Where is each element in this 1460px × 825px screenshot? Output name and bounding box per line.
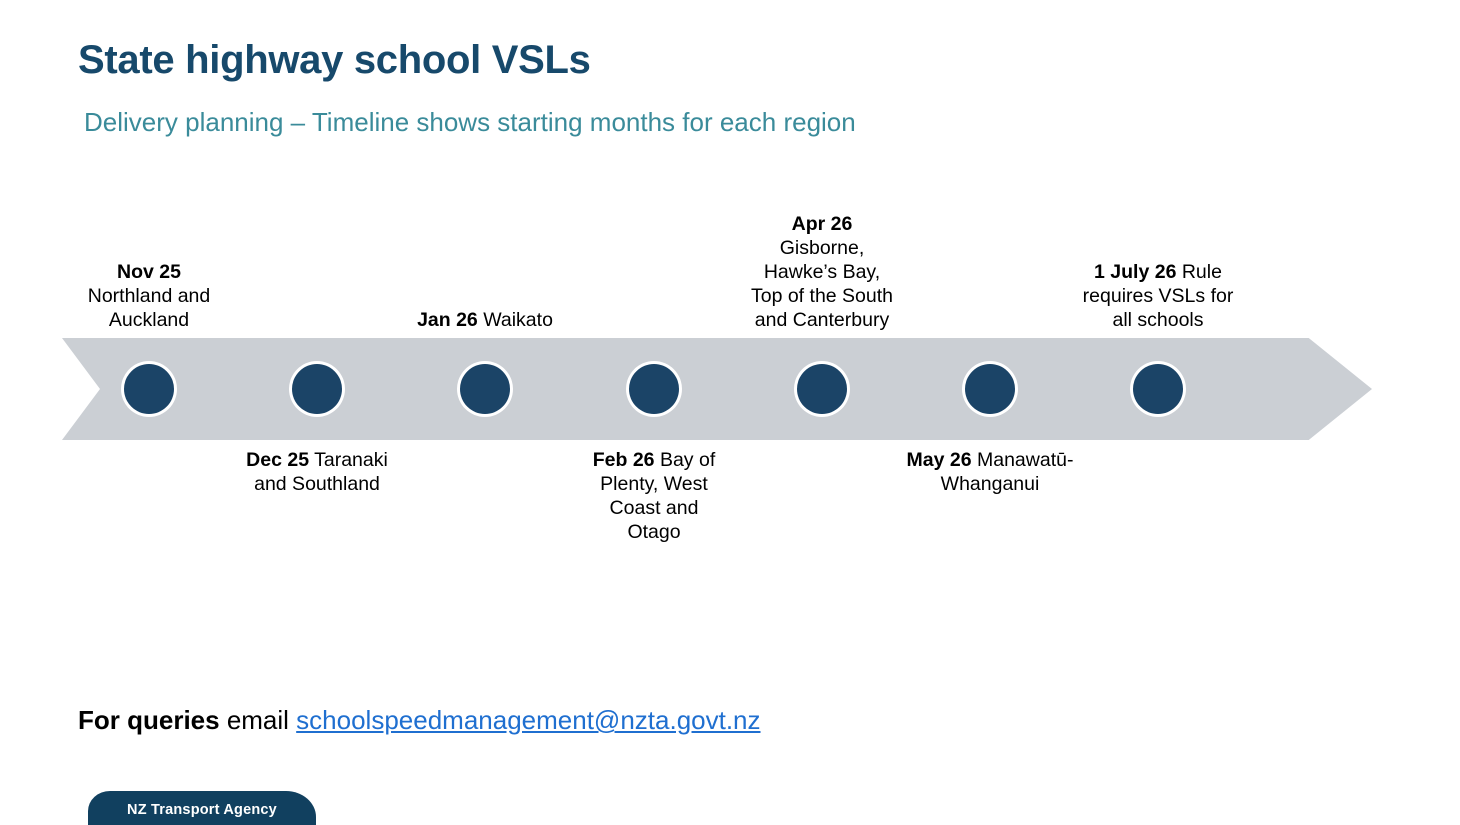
milestone-date: Feb 26 (592, 449, 655, 471)
timeline-node[interactable] (460, 364, 510, 414)
milestone-date: Dec 25 (246, 449, 310, 471)
email-link[interactable]: schoolspeedmanagement@nzta.govt.nz (296, 705, 761, 735)
page-subtitle: Delivery planning – Timeline shows start… (84, 107, 856, 137)
queries-line: For queries email schoolspeedmanagement@… (78, 705, 761, 736)
page-title: State highway school VSLs (78, 38, 591, 82)
milestone-regions: Taranaki and Southland (254, 449, 388, 495)
milestone-date: Nov 25 (117, 261, 181, 283)
milestone-date: May 26 (906, 449, 972, 471)
milestone-label: Feb 26 Bay of Plenty, West Coast and Ota… (582, 448, 727, 544)
timeline-node[interactable] (797, 364, 847, 414)
milestone-date: Apr 26 (791, 213, 853, 235)
milestone-regions: Rule requires VSLs for all schools (1082, 261, 1234, 331)
milestone-label: Jan 26 Waikato (410, 308, 560, 332)
milestone-label: Apr 26 Gisborne, Hawke’s Bay, Top of the… (747, 212, 897, 332)
milestone-label: 1 July 26 Rule requires VSLs for all sch… (1078, 260, 1238, 332)
timeline-node[interactable] (292, 364, 342, 414)
timeline-node[interactable] (629, 364, 679, 414)
milestone-regions: Waikato (477, 309, 553, 331)
milestone-regions: Manawatū-Whanganui (940, 449, 1074, 495)
milestone-date: 1 July 26 (1094, 261, 1177, 283)
milestone-label: May 26 Manawatū-Whanganui (903, 448, 1078, 496)
milestone-label: Dec 25 Taranaki and Southland (232, 448, 402, 496)
nzta-logo: NZ Transport Agency (88, 791, 316, 825)
queries-label: For queries (78, 705, 220, 735)
milestone-regions: Gisborne, Hawke’s Bay, Top of the South … (750, 237, 894, 331)
queries-email-text: email (219, 705, 297, 735)
milestone-date: Jan 26 (417, 309, 478, 331)
logo-text: NZ Transport Agency (127, 802, 277, 818)
timeline-node[interactable] (1133, 364, 1183, 414)
milestone-regions: Bay of Plenty, West Coast and Otago (600, 449, 716, 543)
timeline-node[interactable] (965, 364, 1015, 414)
milestone-regions: Northland and Auckland (87, 285, 211, 331)
timeline-node[interactable] (124, 364, 174, 414)
milestone-label: Nov 25 Northland and Auckland (74, 260, 224, 332)
